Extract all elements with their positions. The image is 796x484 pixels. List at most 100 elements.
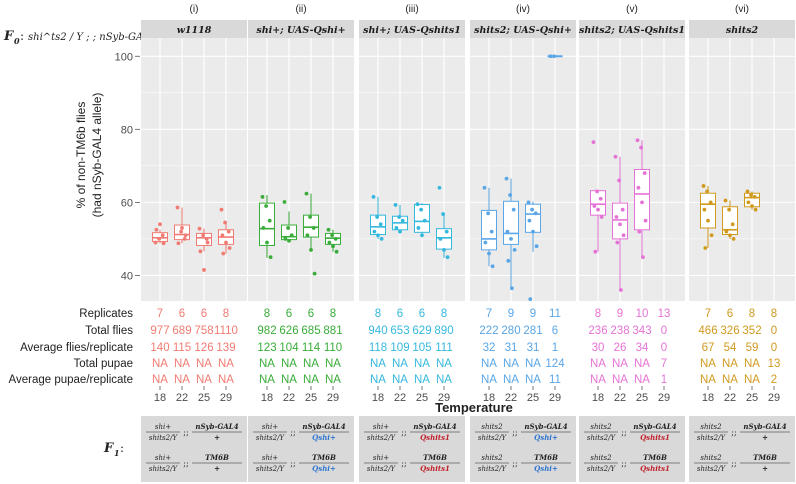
data-point [264, 204, 268, 208]
data-point [441, 212, 445, 216]
f1-left-numerator: shi+ [373, 423, 389, 431]
f1-right-denominator: + [762, 433, 768, 442]
f1-right-denominator: Qshi+ [312, 433, 336, 442]
data-point [180, 226, 184, 230]
data-point [505, 229, 510, 234]
table-cell: NA [503, 358, 519, 370]
panel-3: (iii) shi+; UAS-Qshits1 [359, 4, 465, 301]
table-cell: NA [722, 374, 738, 386]
data-point [379, 237, 384, 241]
data-point [727, 207, 731, 212]
table-row-label: Total flies [85, 325, 133, 337]
table-cell: 6 [727, 308, 733, 320]
svg-text::: : [120, 441, 124, 455]
f1-left-numerator: shits2 [481, 423, 503, 431]
f0-sub: 0 [14, 36, 20, 46]
panel-6: (vi) shits2 [689, 4, 795, 301]
table-cell: 236 [588, 325, 607, 337]
table-cell: NA [700, 358, 716, 370]
table-cell: NA [634, 374, 650, 386]
table-cell: 6 [308, 308, 314, 320]
panel-genotype: shi+; UAS-Qshi+ [256, 25, 345, 36]
box-22 [174, 205, 190, 246]
f1-box [141, 416, 247, 482]
data-point [176, 241, 181, 246]
f1-right-numerator: nSyb-GAL4 [743, 422, 786, 431]
panel-numeral: (iii) [405, 4, 418, 15]
data-point [334, 249, 339, 254]
table-cell: 8 [264, 308, 270, 320]
f1-box [359, 416, 465, 482]
f1-panel-1: shi+ shits2/Y;; nSyb-GAL4 + shi+ shits2/Y;; TM… [141, 416, 247, 482]
data-point [311, 226, 316, 230]
table-cell: 118 [369, 342, 387, 354]
table-cell: 1 [552, 342, 558, 354]
f1-right-numerator: nSyb-GAL4 [302, 422, 345, 431]
f1-separator: ;; [401, 428, 406, 437]
table-cell: NA [303, 374, 319, 386]
x-tick-label: 29 [438, 392, 450, 404]
table-cell: NA [281, 358, 297, 370]
box-25 [744, 189, 760, 212]
data-point [615, 240, 620, 245]
table-cell: NA [414, 374, 430, 386]
y-tick-label: 80 [121, 124, 133, 136]
data-point [705, 189, 709, 194]
table-cell: 352 [742, 325, 761, 337]
data-point [527, 218, 532, 223]
box-29 [218, 207, 234, 256]
table-cell: 7 [157, 308, 163, 320]
data-point [265, 240, 269, 245]
data-point [376, 233, 380, 238]
f1-left-denominator: shits2/Y [587, 434, 617, 442]
f1-separator: ;; [401, 459, 406, 468]
box-25 [414, 202, 430, 238]
data-point [378, 222, 383, 227]
data-point [158, 222, 162, 227]
data-point [706, 218, 710, 223]
data-point [487, 251, 491, 256]
f1-right-denominator: Qshits1 [640, 433, 670, 442]
x-tick-label: 18 [702, 392, 714, 404]
data-point [289, 233, 294, 238]
data-point [752, 194, 757, 199]
panel-background [359, 38, 465, 301]
data-point [330, 233, 334, 238]
table-cell: NA [152, 374, 168, 386]
box-18 [481, 185, 497, 269]
f1-left-denominator: shits2/Y [256, 465, 286, 473]
data-point [508, 193, 512, 197]
data-point [197, 226, 202, 231]
data-point [305, 233, 310, 238]
table-cell: 11 [549, 308, 561, 320]
f1-left-denominator: shits2/Y [149, 465, 179, 473]
table-cell: NA [414, 358, 430, 370]
panel-strip [248, 20, 354, 38]
data-point [731, 237, 736, 241]
table-panel-6: 7 6 8 8 466 326 352 0 67 54 59 0 NA NA NA 13 NA NA NA 2 18 22… [698, 308, 780, 404]
f1-left-denominator: shits2/Y [367, 465, 397, 473]
table-cell: 280 [501, 325, 520, 337]
panel-5: (v) shits2; UAS-Qshits1 [579, 4, 685, 301]
table-cell: NA [259, 374, 275, 386]
data-point [204, 237, 209, 241]
plot-area: 40 60 80 100 (i) w1118 (ii) shi+; UAS-Qshi+ (iii… [115, 4, 795, 302]
table-cell: NA [218, 358, 234, 370]
data-point [512, 247, 517, 252]
table-cell: NA [503, 374, 519, 386]
x-tick-label: 22 [176, 392, 188, 404]
table-cell: 7 [705, 308, 711, 320]
table-cell: NA [700, 374, 716, 386]
table-cell: 0 [661, 342, 667, 354]
f1-left-denominator: shits2/Y [256, 434, 286, 442]
table-cell: 139 [216, 342, 235, 354]
x-tick-label: 25 [746, 392, 758, 404]
f1-panel-6: shits2 shits2/Y;; nSyb-GAL4 + shits2 shits2/Y… [689, 416, 795, 482]
data-point [201, 233, 206, 238]
f1-left-denominator: shits2/Y [149, 434, 179, 442]
table-cell: 629 [412, 325, 431, 337]
x-tick-label: 22 [283, 392, 295, 404]
table-panel-1: 7 6 6 8 977 689 758 1110 140 115 126 139 NA NA NA NA NA N… [150, 308, 238, 404]
f1-panel-2: shi+ shits2/Y;; nSyb-GAL4 Qshi+ shi+ shits2/Y… [248, 416, 354, 482]
data-point [749, 193, 753, 197]
